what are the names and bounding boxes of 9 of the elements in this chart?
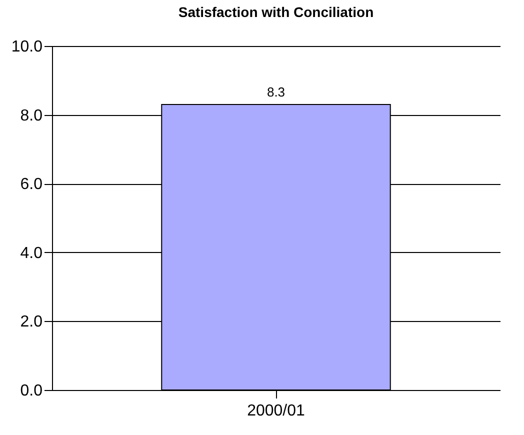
y-tick-label: 0.0 [20,382,43,400]
y-tick-label: 8.0 [20,107,43,124]
chart-title: Satisfaction with Conciliation [178,4,374,20]
y-tick-label: 2.0 [20,314,43,331]
data-label: 8.3 [266,84,286,100]
y-tick-label: 10.0 [11,38,43,56]
y-tick-label: 4.0 [20,244,43,262]
y-tick-label: 6.0 [20,176,43,194]
x-tick-label: 2000/01 [247,402,306,420]
